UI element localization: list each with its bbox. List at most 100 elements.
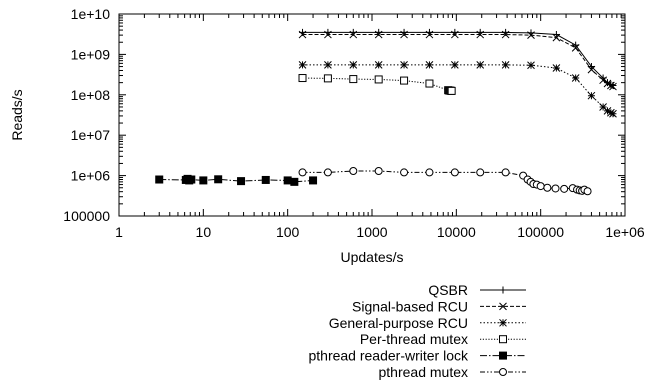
data-point — [599, 103, 607, 111]
data-point — [425, 168, 434, 177]
axis-ticks — [118, 13, 626, 217]
data-point — [349, 75, 358, 84]
series-line — [302, 64, 614, 115]
data-point — [374, 30, 383, 39]
data-point — [527, 31, 535, 39]
series-line — [302, 34, 614, 87]
data-point — [374, 166, 383, 175]
y-tick-label: 1e+08 — [71, 87, 111, 103]
data-point — [349, 166, 358, 175]
data-point — [536, 182, 545, 191]
data-point — [349, 61, 358, 69]
x-tick-label: 10 — [196, 224, 212, 240]
data-point — [603, 107, 612, 115]
data-point — [283, 176, 292, 185]
data-point — [583, 187, 592, 196]
data-point — [349, 30, 358, 39]
data-point — [290, 177, 299, 186]
data-point — [374, 75, 383, 84]
data-point — [476, 168, 485, 177]
data-point — [298, 168, 307, 177]
data-point — [155, 175, 164, 184]
data-point — [499, 302, 507, 311]
data-point — [324, 30, 332, 39]
x-axis-title: Updates/s — [340, 249, 403, 265]
data-point — [587, 65, 596, 74]
data-point — [400, 30, 408, 39]
data-point — [527, 61, 535, 70]
data-point — [476, 30, 485, 39]
data-point — [560, 184, 569, 193]
y-tick-label: 100000 — [63, 208, 110, 224]
data-point — [499, 286, 507, 294]
x-tick-label: 1000 — [356, 224, 387, 240]
data-point — [309, 176, 318, 185]
data-point — [214, 175, 223, 184]
data-point — [187, 175, 196, 184]
data-point — [607, 108, 615, 117]
data-point — [400, 168, 409, 177]
data-point — [571, 44, 580, 52]
data-point — [425, 30, 434, 39]
data-point — [499, 368, 507, 376]
data-point — [237, 177, 246, 186]
data-point — [425, 79, 434, 88]
legend-label: pthread mutex — [379, 364, 469, 380]
x-tick-label: 10000 — [437, 224, 476, 240]
data-point — [587, 63, 595, 71]
data-point — [501, 168, 510, 177]
data-point — [499, 335, 507, 344]
data-point — [609, 109, 617, 118]
x-tick-label: 1 — [115, 224, 123, 240]
data-point — [298, 74, 307, 83]
data-point — [400, 61, 408, 69]
data-point — [261, 175, 270, 184]
legend-label: Per-thread mutex — [360, 331, 468, 347]
data-point — [374, 61, 383, 69]
data-point — [552, 31, 560, 39]
data-point — [450, 61, 459, 69]
data-point — [543, 183, 552, 192]
data-point — [298, 61, 307, 69]
data-point — [324, 61, 332, 69]
legend-label: Signal-based RCU — [352, 298, 468, 314]
data-point — [499, 318, 507, 327]
data-point — [400, 76, 409, 85]
y-tick-label: 1e+09 — [71, 46, 111, 62]
data-point — [552, 64, 561, 72]
legend-label: QSBR — [428, 282, 468, 298]
data-point — [571, 74, 580, 82]
x-tick-label: 100 — [276, 224, 300, 240]
data-point — [447, 86, 456, 95]
data-point — [599, 76, 607, 85]
data-point — [607, 81, 615, 90]
y-axis-title: Reads/s — [9, 89, 25, 140]
data-point — [587, 91, 596, 100]
legend-label: pthread reader-writer lock — [308, 348, 469, 364]
y-tick-label: 1e+06 — [71, 168, 111, 184]
data-point — [501, 61, 510, 69]
legend-label: General-purpose RCU — [329, 315, 468, 331]
data-point — [609, 82, 617, 91]
data-point — [323, 168, 332, 177]
data-point — [199, 176, 208, 185]
data-point — [552, 33, 561, 42]
y-tick-label: 1e+07 — [71, 127, 111, 143]
y-tick-labels: 100000 1e+06 1e+07 1e+08 1e+09 1e+10 — [63, 6, 110, 224]
data-point — [298, 30, 307, 39]
data-point — [499, 351, 507, 360]
data-point — [551, 184, 560, 193]
data-point — [425, 61, 434, 69]
data-point — [501, 30, 510, 39]
x-tick-label: 1e+06 — [605, 224, 645, 240]
series-markers — [155, 28, 617, 196]
data-point — [476, 61, 485, 69]
data-point — [450, 168, 459, 177]
x-tick-label: 100000 — [517, 224, 564, 240]
series-line — [302, 31, 614, 86]
x-tick-labels: 1 10 100 1000 10000 100000 1e+06 — [115, 224, 645, 240]
y-tick-label: 1e+10 — [71, 6, 111, 22]
data-point — [450, 30, 459, 39]
